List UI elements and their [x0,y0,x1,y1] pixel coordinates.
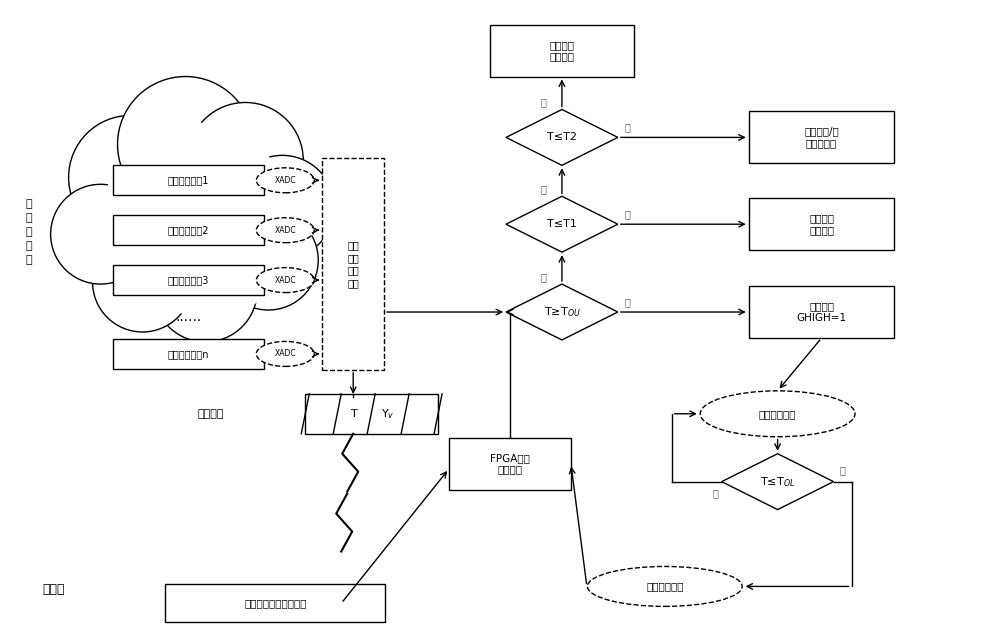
Text: XADC: XADC [274,226,296,235]
Text: XADC: XADC [274,349,296,358]
Text: 关闭发射
正常接收: 关闭发射 正常接收 [549,40,574,62]
Text: T≤T1: T≤T1 [547,219,577,229]
Text: 否: 否 [541,184,547,195]
Circle shape [93,232,192,332]
Text: 是: 是 [625,297,631,307]
FancyBboxPatch shape [449,438,571,490]
Circle shape [51,184,150,284]
Ellipse shape [256,218,314,243]
Ellipse shape [700,391,855,437]
Ellipse shape [256,342,314,367]
Text: 是: 是 [625,209,631,219]
Text: 无
人
机
蜂
群: 无 人 机 蜂 群 [25,199,32,265]
Text: T≥T$_{OU}$: T≥T$_{OU}$ [544,305,580,319]
Circle shape [218,210,318,310]
Polygon shape [101,123,300,317]
FancyBboxPatch shape [113,215,264,245]
FancyBboxPatch shape [305,394,438,434]
Text: 蜂群数据终端2: 蜂群数据终端2 [168,225,209,235]
FancyBboxPatch shape [165,584,385,622]
Text: 蜂群数据终端1: 蜂群数据终端1 [168,175,209,186]
FancyBboxPatch shape [749,198,894,250]
Circle shape [69,116,192,239]
Text: XADC: XADC [274,275,296,284]
FancyBboxPatch shape [749,286,894,338]
FancyBboxPatch shape [113,265,264,295]
Text: XADC: XADC [274,176,296,185]
Text: 是: 是 [625,123,631,132]
Text: 是: 是 [840,465,845,474]
Ellipse shape [587,566,742,607]
Polygon shape [722,454,834,510]
Text: 启动重配状态: 启动重配状态 [646,582,684,591]
Text: 降低遥测/图
像速率工作: 降低遥测/图 像速率工作 [804,126,839,148]
Text: 下行链路: 下行链路 [197,409,224,419]
Polygon shape [506,196,618,252]
Text: 蜂群数据终端3: 蜂群数据终端3 [168,275,209,285]
Text: 预定状态
正常工作: 预定状态 正常工作 [809,213,834,235]
FancyBboxPatch shape [113,166,264,195]
Text: 高温保护状态: 高温保护状态 [759,409,796,419]
Text: FPGA重新
上电工作: FPGA重新 上电工作 [490,453,530,474]
Polygon shape [506,109,618,166]
Text: 实时
监测
芯片
状态: 实时 监测 芯片 状态 [347,241,359,288]
Text: T: T [351,409,358,419]
Text: T≤T$_{OL}$: T≤T$_{OL}$ [760,474,795,489]
Text: 否: 否 [713,489,719,499]
FancyBboxPatch shape [749,112,894,163]
Ellipse shape [256,168,314,193]
Ellipse shape [256,268,314,293]
Text: ......: ...... [175,310,202,324]
Text: 地面站上位机实时监控: 地面站上位机实时监控 [244,598,307,609]
Circle shape [153,238,257,342]
FancyBboxPatch shape [113,339,264,369]
Text: 地面站: 地面站 [43,583,65,596]
Text: 否: 否 [541,272,547,282]
Circle shape [230,155,334,259]
Text: 关机序列
GHIGH=1: 关机序列 GHIGH=1 [796,301,847,323]
Text: T≤T2: T≤T2 [547,132,577,143]
Circle shape [118,76,253,213]
Circle shape [187,103,303,218]
Text: 否: 否 [541,98,547,107]
Text: Y$_v$: Y$_v$ [381,407,395,421]
FancyBboxPatch shape [490,24,634,76]
FancyBboxPatch shape [322,159,384,370]
Text: 蜂群数据终端n: 蜂群数据终端n [168,349,209,359]
Polygon shape [506,284,618,340]
